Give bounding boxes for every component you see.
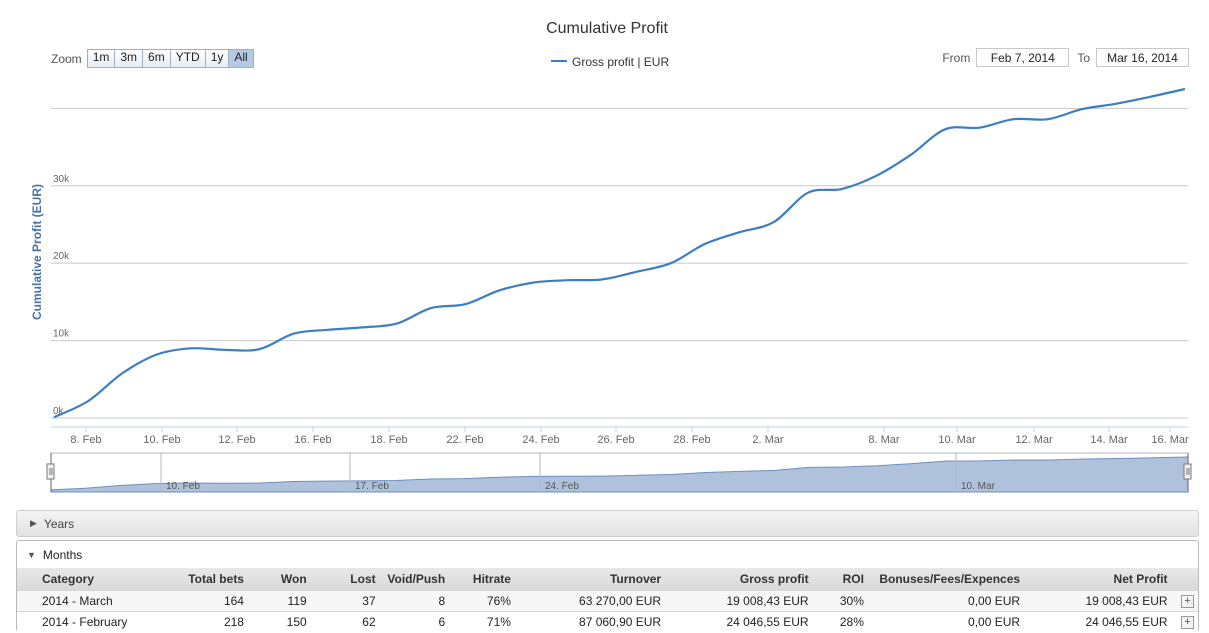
months-label: Months (42, 547, 83, 562)
months-table: Category Total bets Won Lost Void/Push H… (17, 568, 1198, 632)
cell-gross-profit: 19 008,43 EUR (665, 589, 813, 611)
cell-won: 119 (247, 589, 311, 611)
table-row[interactable]: 2014 - March 164 119 37 8 76% 63 270,00 … (17, 589, 1198, 611)
col-header-won[interactable]: Won (247, 568, 311, 590)
col-header-total-bets[interactable]: Total bets (149, 568, 248, 590)
x-tick-label: 10. Mar (938, 434, 976, 446)
cell-lost: 37 (310, 589, 380, 611)
zoom-button-group: 1m 3m 6m YTD 1y All (86, 49, 254, 68)
cell-category: 2014 - February (17, 610, 150, 632)
col-header-category[interactable]: Category (17, 568, 150, 590)
y-tick-label: 20k (53, 251, 70, 262)
zoom-all-button[interactable]: All (229, 50, 253, 67)
zoom-1m-button[interactable]: 1m (87, 50, 116, 67)
navigator-left-handle[interactable] (46, 453, 55, 492)
zoom-label: Zoom (51, 51, 82, 66)
navigator[interactable]: 10. Feb 17. Feb 24. Feb 10. Mar (46, 452, 1192, 493)
chart-title: Cumulative Profit (546, 20, 668, 37)
cumulative-profit-chart: Cumulative Profit Gross profit | EUR 0k 1… (30, 20, 1192, 493)
x-tick-label: 22. Feb (446, 434, 483, 446)
cell-roi: 28% (812, 610, 868, 632)
cell-category: 2014 - March (17, 589, 150, 611)
cell-bonuses-fees-expences: 0,00 EUR (867, 610, 1025, 632)
col-header-turnover[interactable]: Turnover (514, 568, 666, 590)
years-label: Years (43, 516, 75, 531)
col-header-gross-profit[interactable]: Gross profit (665, 568, 813, 590)
cell-void-push: 8 (379, 589, 450, 611)
col-header-bonuses-fees-expences[interactable]: Bonuses/Fees/Expences (867, 568, 1025, 590)
navigator-ticks: 10. Feb 17. Feb 24. Feb 10. Mar (160, 453, 996, 492)
table-header-row: Category Total bets Won Lost Void/Push H… (17, 568, 1198, 590)
y-tick-label: 30k (53, 174, 70, 185)
cell-roi: 30% (812, 589, 868, 611)
y-tick-label: 10k (53, 329, 70, 340)
zoom-controls: Zoom 1m 3m 6m YTD 1y All (51, 49, 254, 68)
col-header-roi[interactable]: ROI (812, 568, 868, 590)
col-header-hitrate[interactable]: Hitrate (449, 568, 515, 590)
y-tick-label: 0k (53, 406, 65, 417)
zoom-1y-button[interactable]: 1y (205, 50, 230, 67)
cell-net-profit: 19 008,43 EUR (1024, 589, 1172, 611)
x-tick-label: 8. Feb (70, 434, 101, 446)
navigator-right-handle[interactable] (1183, 453, 1192, 492)
x-tick-label: 26. Feb (597, 434, 634, 446)
months-panel: ▼ Months Category Total bets Won Lost Vo… (16, 540, 1199, 632)
col-header-net-profit[interactable]: Net Profit (1024, 568, 1172, 590)
x-tick-label: 10. Feb (143, 434, 180, 446)
col-header-void-push[interactable]: Void/Push (379, 568, 450, 590)
grid-lines (51, 107, 1188, 419)
cell-bonuses-fees-expences: 0,00 EUR (867, 589, 1025, 611)
x-tick-label: 16. Mar (1151, 434, 1189, 446)
zoom-3m-button[interactable]: 3m (115, 50, 144, 67)
legend[interactable]: Gross profit | EUR (551, 55, 669, 69)
cell-won: 150 (247, 610, 311, 632)
zoom-6m-button[interactable]: 6m (143, 50, 171, 67)
zoom-ytd-button[interactable]: YTD (170, 50, 206, 67)
table-row[interactable]: 2014 - February 218 150 62 6 71% 87 060,… (17, 610, 1198, 632)
navigator-tick-label: 10. Mar (961, 481, 996, 492)
x-tick-label: 16. Feb (294, 434, 331, 446)
expand-row-button[interactable]: + (1181, 616, 1194, 630)
cell-lost: 62 (310, 610, 380, 632)
navigator-area (50, 456, 1189, 493)
navigator-tick-label: 24. Feb (545, 481, 579, 492)
y-axis-label: Cumulative Profit (EUR) (30, 184, 44, 320)
caret-down-icon: ▼ (27, 549, 36, 560)
col-header-expand (1171, 568, 1198, 590)
to-date-input[interactable] (1096, 48, 1189, 67)
date-range-selector: From To (934, 48, 1189, 67)
x-tick-label: 28. Feb (673, 434, 710, 446)
cell-total-bets: 218 (149, 610, 248, 632)
cell-net-profit: 24 046,55 EUR (1024, 610, 1172, 632)
cell-hitrate: 71% (449, 610, 515, 632)
cell-gross-profit: 24 046,55 EUR (665, 610, 813, 632)
caret-right-icon: ▶ (30, 518, 37, 528)
x-tick-label: 12. Feb (218, 434, 255, 446)
x-tick-label: 18. Feb (370, 434, 407, 446)
navigator-tick-label: 17. Feb (355, 481, 389, 492)
expand-row-button[interactable]: + (1181, 595, 1194, 608)
series-line-gross-profit[interactable] (53, 87, 1186, 419)
cell-total-bets: 164 (149, 589, 248, 611)
from-date-input[interactable] (976, 48, 1070, 67)
legend-label: Gross profit | EUR (572, 55, 669, 69)
x-tick-label: 12. Mar (1015, 434, 1053, 446)
x-tick-label: 24. Feb (522, 434, 559, 446)
to-label: To (1077, 50, 1090, 65)
x-axis-ticks: 8. Feb 10. Feb 12. Feb 16. Feb 18. Feb 22. Fe… (70, 427, 1189, 446)
col-header-lost[interactable]: Lost (310, 568, 380, 590)
navigator-tick-label: 10. Feb (166, 481, 200, 492)
cell-turnover: 87 060,90 EUR (514, 610, 666, 632)
from-label: From (942, 50, 971, 65)
y-axis-ticks: 0k 10k 20k 30k (53, 174, 70, 417)
x-tick-label: 2. Mar (752, 434, 784, 446)
years-panel-header[interactable]: ▶ Years (16, 510, 1199, 537)
x-tick-label: 8. Mar (868, 434, 900, 446)
cell-hitrate: 76% (449, 589, 515, 611)
x-tick-label: 14. Mar (1090, 434, 1128, 446)
cell-turnover: 63 270,00 EUR (514, 589, 666, 611)
months-panel-header[interactable]: ▼ Months (17, 541, 1198, 568)
cell-void-push: 6 (379, 610, 450, 632)
